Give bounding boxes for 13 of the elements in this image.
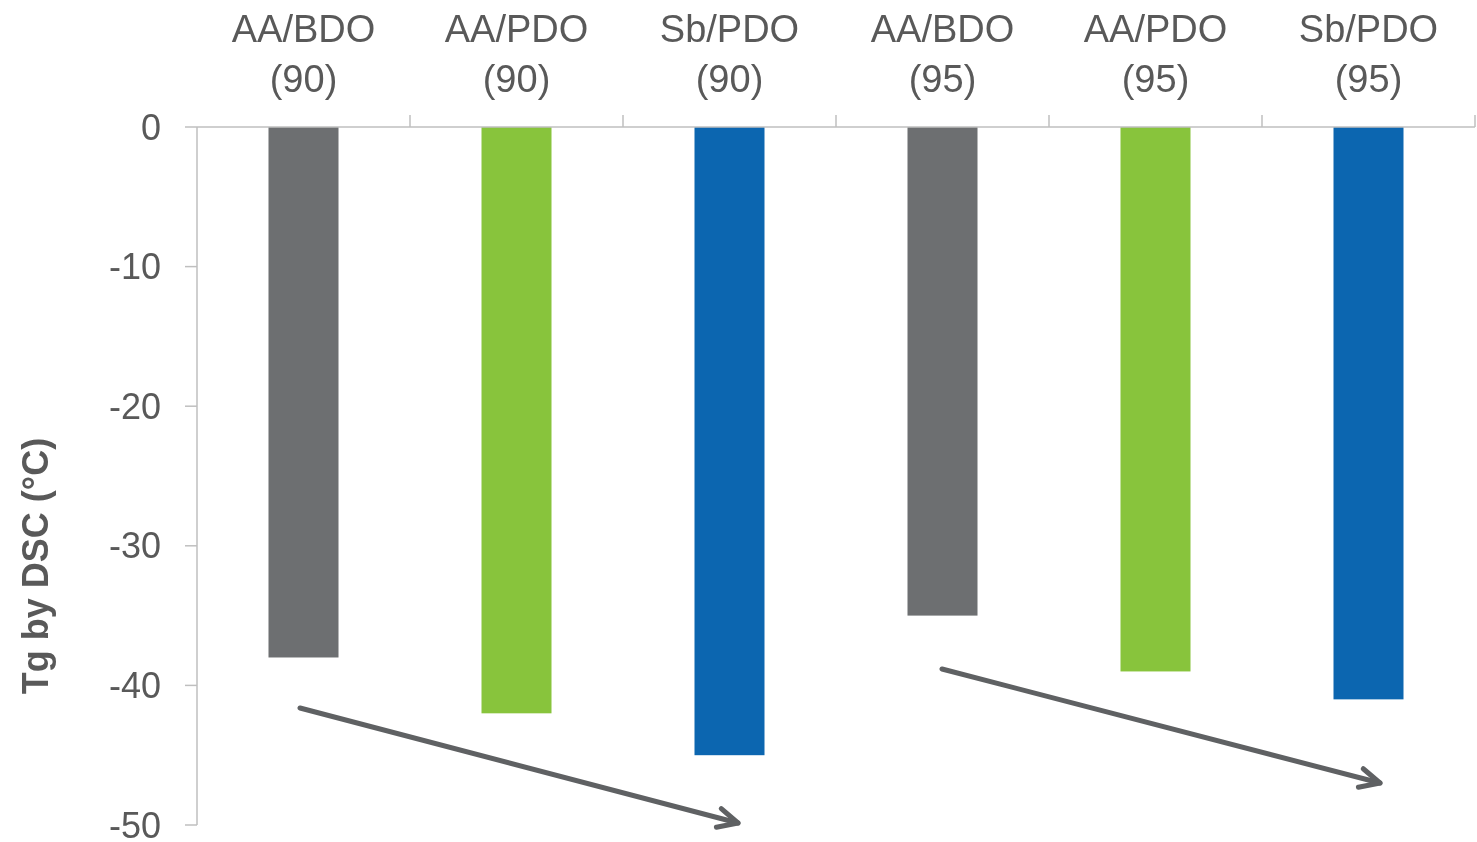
y-tick-label: -50 (108, 804, 161, 842)
x-tick-label: Sb/PDO (90) (659, 8, 800, 100)
y-tick-label: -40 (108, 665, 161, 706)
y-tick-label: -10 (108, 246, 161, 288)
x-tick-label: AA/PDO (95) (1083, 8, 1228, 100)
x-tick-label: AA/BDO (95) (870, 8, 1015, 100)
x-tick-label: AA/PDO (90) (444, 8, 589, 100)
y-tick-label: -20 (108, 385, 161, 427)
y-tick-label: 0 (140, 106, 161, 148)
x-tick-label: AA/BDO (90) (231, 8, 376, 100)
y-tick-label: -30 (108, 525, 161, 567)
y-axis-title: Tg by DSC (°C) (15, 437, 56, 695)
x-tick-label: Sb/PDO (95) (1298, 8, 1439, 100)
